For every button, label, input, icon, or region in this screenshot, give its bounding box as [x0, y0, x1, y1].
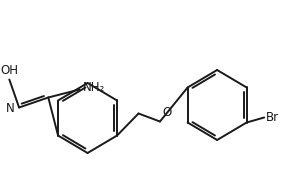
Text: NH₂: NH₂: [83, 81, 106, 94]
Text: N: N: [5, 102, 14, 115]
Text: OH: OH: [0, 64, 18, 76]
Text: Br: Br: [266, 111, 279, 124]
Text: O: O: [162, 105, 171, 118]
